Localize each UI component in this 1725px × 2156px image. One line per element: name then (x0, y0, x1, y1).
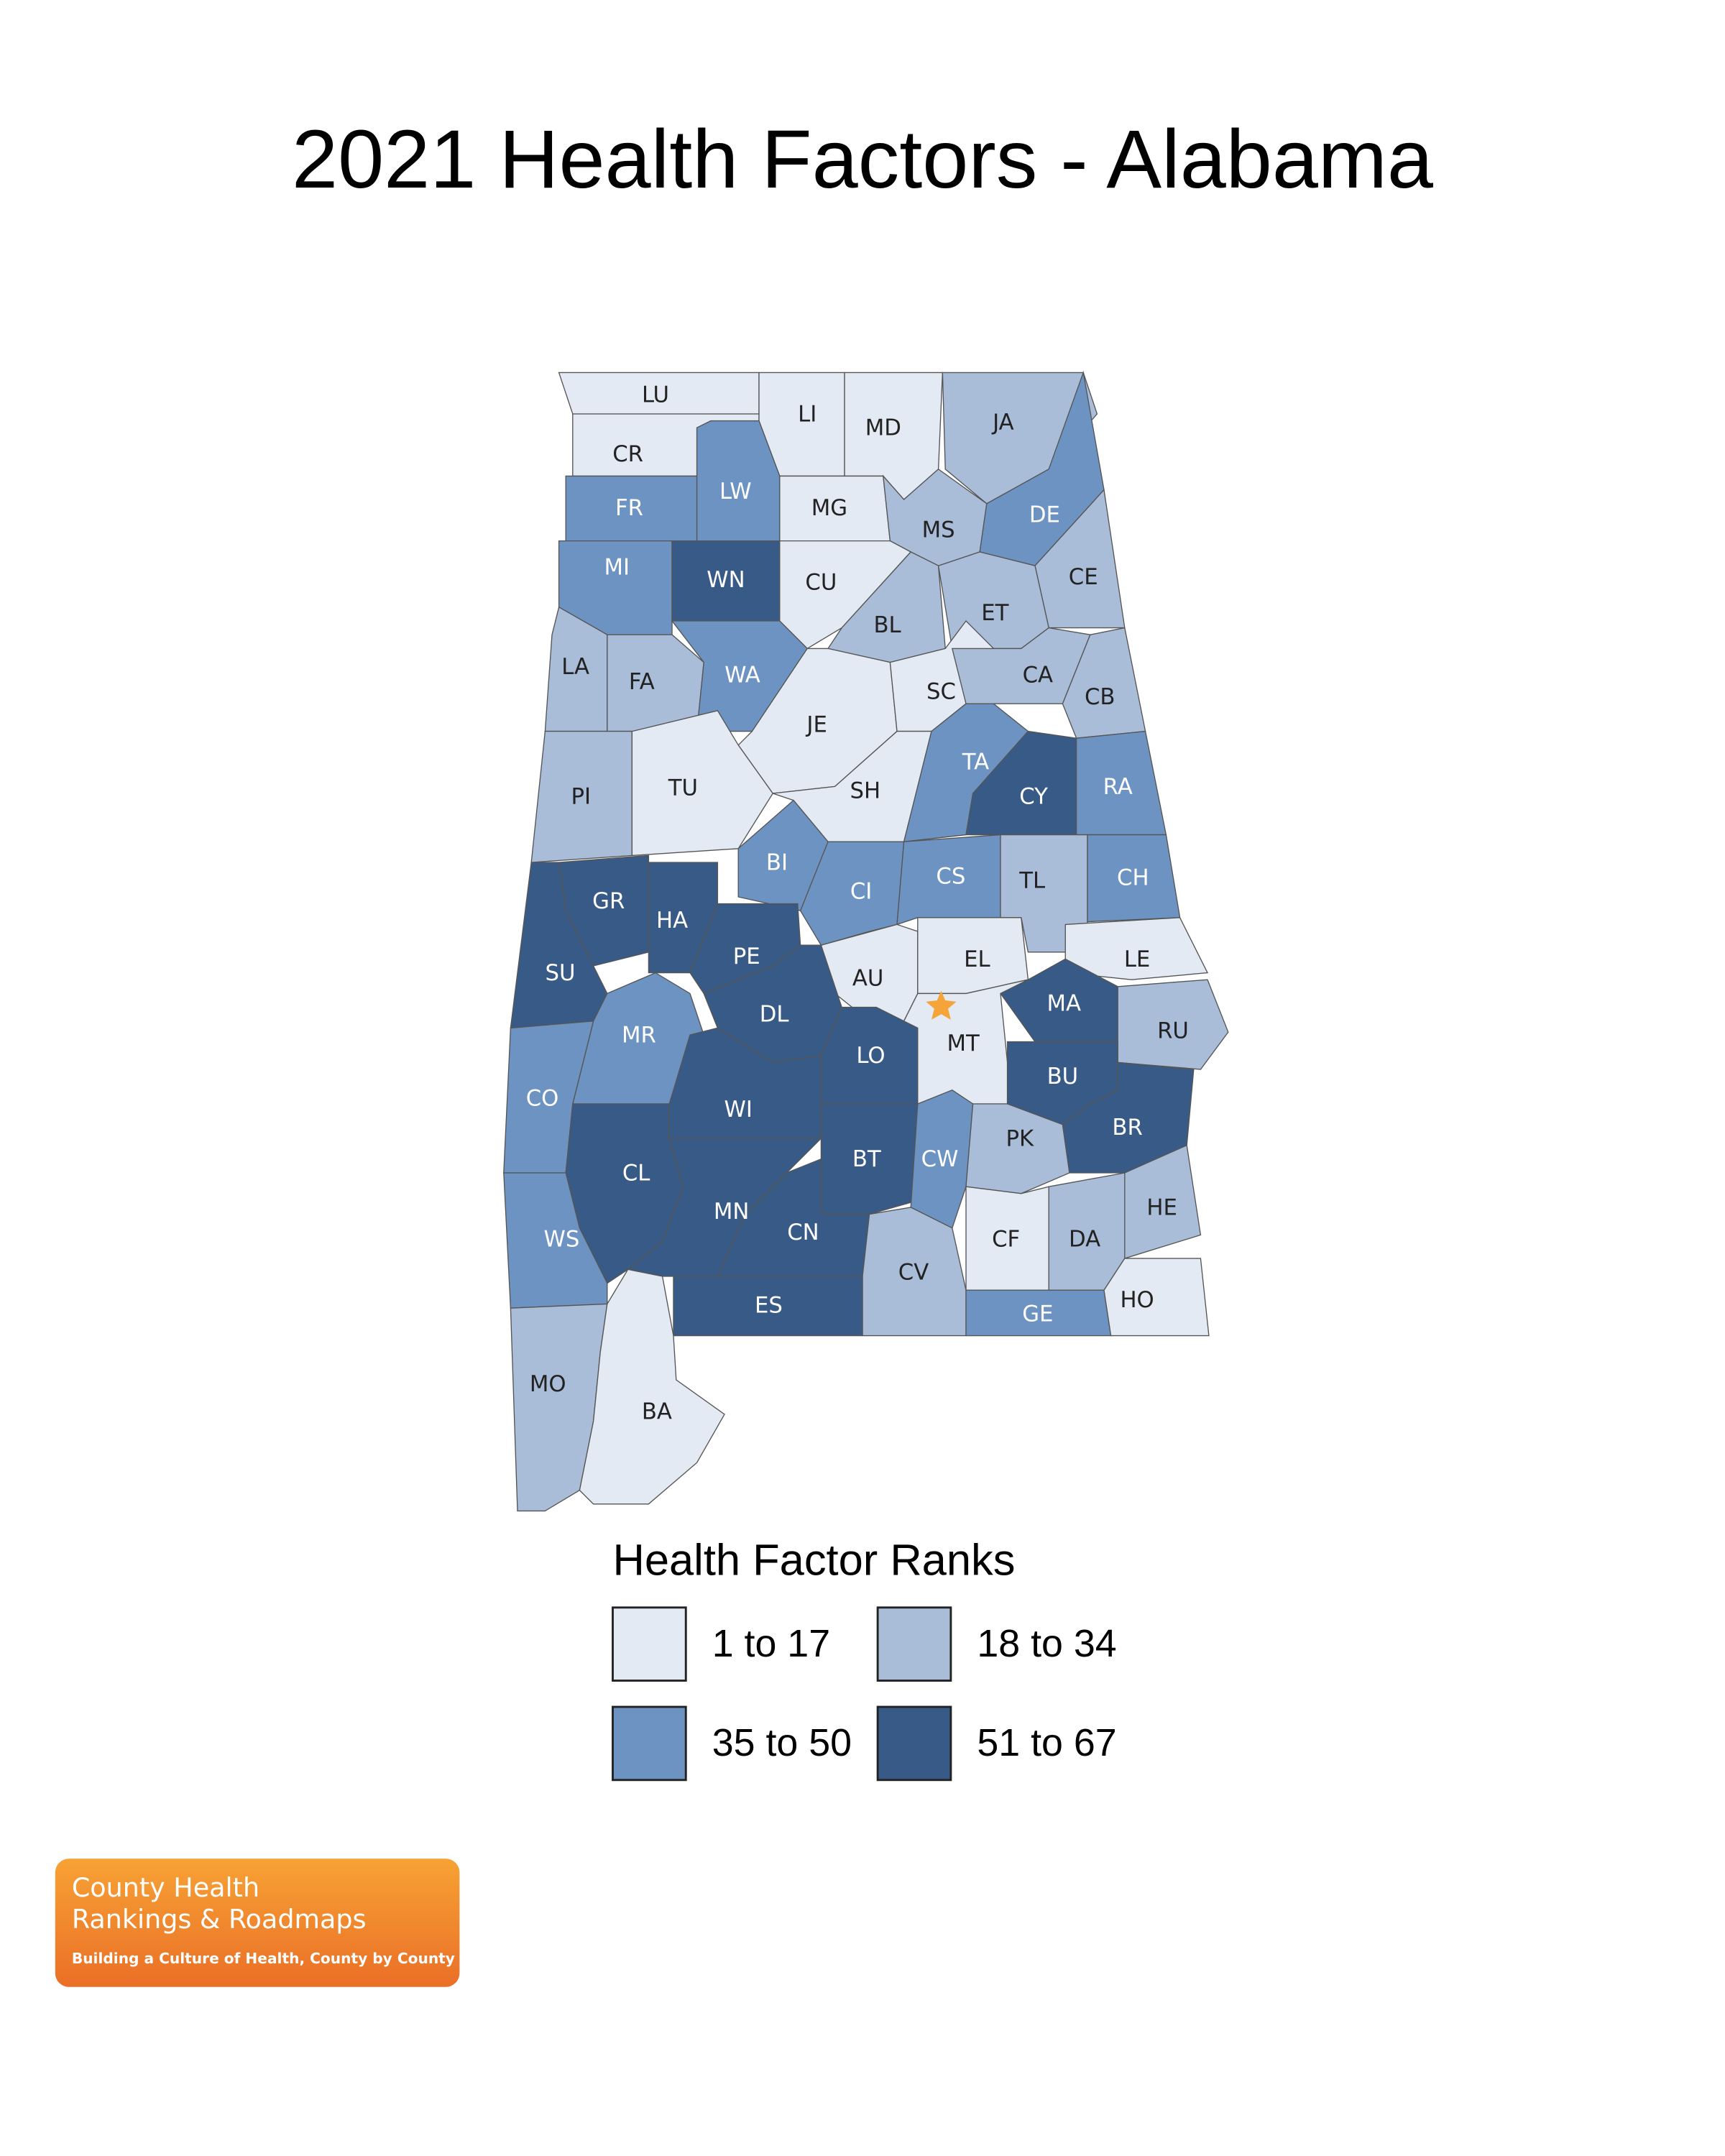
county-label: CI (850, 879, 873, 905)
county-label: MO (530, 1371, 566, 1397)
county-label: MT (947, 1031, 980, 1056)
legend-label: 51 to 67 (977, 1721, 1116, 1764)
county-label: EL (964, 946, 990, 972)
canvas: 2021 Health Factors - Alabama LU CR LI MD JA… (55, 114, 1434, 1987)
legend-label: 35 to 50 (712, 1721, 852, 1764)
county-label: SH (850, 778, 881, 804)
county-label: ES (755, 1293, 783, 1319)
county-label: PE (733, 944, 760, 969)
county-label: CV (898, 1260, 929, 1286)
logo-tagline: Building a Culture of Health, County by … (72, 1950, 455, 1967)
county-label: BA (642, 1399, 672, 1425)
county-label: AU (852, 966, 884, 992)
legend-label: 1 to 17 (712, 1622, 830, 1665)
county-label: CU (805, 570, 837, 596)
county-label: DA (1069, 1227, 1100, 1253)
logo-line: Rankings & Roadmaps (72, 1904, 367, 1935)
county-label: GR (592, 888, 625, 914)
logo (55, 1858, 460, 1987)
county-label: HA (656, 908, 688, 934)
county-label: LA (561, 654, 589, 680)
county-label: CO (526, 1086, 559, 1112)
legend-swatch (612, 1705, 687, 1782)
county-label: MR (622, 1022, 656, 1048)
county-label: FA (629, 669, 655, 695)
county-label: WA (724, 662, 760, 688)
county-label: PI (571, 783, 592, 809)
county-label: HO (1120, 1287, 1154, 1313)
county-label: CW (921, 1146, 959, 1172)
county (673, 1276, 863, 1337)
logo-line: County Health (72, 1872, 259, 1903)
county-label: CE (1069, 564, 1098, 590)
county-label: ET (981, 600, 1008, 626)
county (607, 634, 704, 732)
county-label: BU (1047, 1064, 1079, 1089)
county-label: GE (1022, 1301, 1053, 1327)
county-label: MG (811, 495, 847, 521)
county-label: CB (1085, 684, 1116, 710)
county-label: TL (1018, 867, 1045, 893)
county-label: FR (615, 495, 643, 521)
county (579, 1268, 725, 1505)
county-label: BT (852, 1146, 881, 1172)
county-label: JE (805, 711, 827, 737)
county-label: SU (546, 960, 576, 986)
county-label: LW (719, 479, 752, 505)
county-label: WS (544, 1227, 580, 1253)
county-label: CN (787, 1220, 819, 1245)
county-label: JA (991, 410, 1014, 436)
county-label: MD (865, 415, 901, 441)
county-label: TU (668, 775, 698, 801)
county-label: BL (873, 612, 901, 638)
county-label: DL (760, 1002, 789, 1028)
county-label: TA (962, 749, 989, 775)
county-label: MN (714, 1199, 749, 1225)
county-label: CY (1019, 783, 1048, 809)
county-label: CA (1023, 662, 1053, 688)
county-label: CL (622, 1160, 650, 1186)
county-label: CF (992, 1227, 1020, 1253)
capital-star (926, 990, 957, 1020)
county-label: MS (922, 517, 955, 543)
county-label: RU (1157, 1018, 1189, 1044)
county-label: BI (766, 849, 788, 875)
legend-title: Health Factor Ranks (612, 1536, 1015, 1585)
legend-swatch (876, 1705, 952, 1782)
legend: 1 to 17 18 to 34 35 to 50 51 to 67 (612, 1606, 1117, 1782)
county-label: CS (936, 864, 965, 890)
title: 2021 Health Factors - Alabama (292, 114, 1434, 206)
county (1103, 1258, 1210, 1337)
county-label: HE (1146, 1194, 1177, 1220)
legend-swatch (876, 1606, 952, 1682)
legend-swatch (612, 1606, 687, 1682)
county-label: PK (1006, 1125, 1035, 1151)
legend-label: 18 to 34 (977, 1622, 1116, 1665)
county-label: BR (1112, 1115, 1142, 1141)
county-label: LI (798, 401, 816, 427)
county-label: WN (707, 567, 745, 593)
county-label: WI (724, 1097, 752, 1123)
county-label: DE (1029, 502, 1060, 528)
county-label: LE (1124, 946, 1151, 972)
county-label: MI (604, 555, 630, 581)
county-label: SC (926, 678, 956, 704)
county-label: RA (1103, 774, 1133, 800)
county-label: LO (856, 1043, 885, 1069)
county-label: CR (612, 441, 643, 467)
county-label: LU (642, 382, 669, 408)
county-label: CH (1117, 865, 1149, 891)
counties: LU CR LI MD JA FR LW MG MS DE CE MI WN CU BL ET LA FA WA JE… (503, 370, 1229, 1512)
county-label: MA (1047, 990, 1082, 1016)
